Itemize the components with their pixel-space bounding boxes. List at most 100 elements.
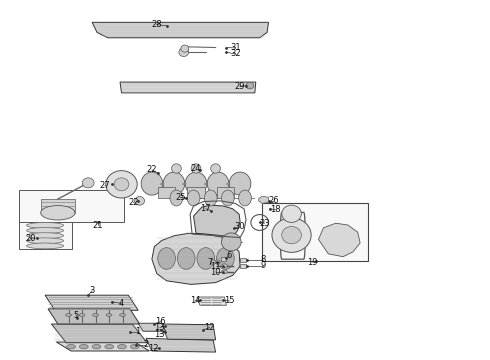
Polygon shape <box>48 309 140 324</box>
Text: 27: 27 <box>99 181 110 190</box>
Polygon shape <box>197 297 226 305</box>
Ellipse shape <box>79 314 85 316</box>
Text: 7: 7 <box>207 258 212 266</box>
Ellipse shape <box>221 190 234 206</box>
Text: 13: 13 <box>154 330 165 338</box>
Ellipse shape <box>211 164 220 173</box>
Polygon shape <box>146 338 216 352</box>
Bar <box>220 257 226 261</box>
Ellipse shape <box>26 243 64 249</box>
Polygon shape <box>45 295 138 310</box>
Ellipse shape <box>135 197 145 205</box>
Ellipse shape <box>181 45 189 52</box>
Polygon shape <box>152 233 240 284</box>
Text: 6: 6 <box>227 251 232 260</box>
Ellipse shape <box>229 172 251 195</box>
Bar <box>262 203 368 261</box>
Ellipse shape <box>106 314 112 316</box>
Bar <box>240 264 246 268</box>
Ellipse shape <box>207 172 229 195</box>
Ellipse shape <box>177 248 195 269</box>
Ellipse shape <box>221 264 227 267</box>
Text: 13: 13 <box>154 323 165 332</box>
Text: 12: 12 <box>147 344 158 353</box>
Polygon shape <box>259 196 269 203</box>
Ellipse shape <box>197 248 215 269</box>
Ellipse shape <box>93 314 98 316</box>
Text: 31: 31 <box>230 43 241 52</box>
Ellipse shape <box>79 345 88 349</box>
Polygon shape <box>162 324 216 340</box>
Text: 24: 24 <box>191 164 201 173</box>
Text: 19: 19 <box>307 258 318 266</box>
Text: 8: 8 <box>261 256 266 264</box>
Ellipse shape <box>26 222 64 228</box>
Ellipse shape <box>204 190 217 206</box>
Ellipse shape <box>141 172 163 195</box>
Ellipse shape <box>105 345 114 349</box>
Ellipse shape <box>172 164 181 173</box>
Text: 22: 22 <box>147 165 157 174</box>
Text: 25: 25 <box>175 193 186 202</box>
Polygon shape <box>120 82 256 93</box>
Text: 3: 3 <box>90 287 95 295</box>
Text: 4: 4 <box>119 299 124 308</box>
Polygon shape <box>56 342 149 351</box>
Polygon shape <box>318 223 360 257</box>
Polygon shape <box>158 187 175 198</box>
Polygon shape <box>194 205 240 237</box>
Text: 20: 20 <box>25 234 36 243</box>
Ellipse shape <box>282 226 301 244</box>
Ellipse shape <box>272 218 311 252</box>
Ellipse shape <box>67 345 75 349</box>
Text: 10: 10 <box>210 268 221 276</box>
Text: 5: 5 <box>74 310 78 320</box>
Ellipse shape <box>92 345 101 349</box>
Ellipse shape <box>282 205 301 222</box>
Ellipse shape <box>130 345 139 349</box>
Ellipse shape <box>221 270 227 274</box>
Text: 1: 1 <box>136 328 141 336</box>
Text: 26: 26 <box>268 197 279 205</box>
Ellipse shape <box>215 260 220 264</box>
Text: 15: 15 <box>224 296 235 305</box>
Text: 12: 12 <box>204 323 215 332</box>
Ellipse shape <box>41 206 75 220</box>
Ellipse shape <box>106 171 137 198</box>
Ellipse shape <box>179 48 189 57</box>
Text: 18: 18 <box>270 205 281 214</box>
Ellipse shape <box>217 248 234 269</box>
Bar <box>19 222 72 249</box>
Text: 21: 21 <box>93 220 103 230</box>
Text: 11: 11 <box>210 262 221 271</box>
Polygon shape <box>187 187 205 198</box>
Ellipse shape <box>120 314 125 316</box>
Ellipse shape <box>26 238 64 244</box>
Text: 16: 16 <box>155 317 166 326</box>
Polygon shape <box>51 324 147 343</box>
Polygon shape <box>138 323 166 331</box>
Ellipse shape <box>26 233 64 238</box>
Text: 32: 32 <box>230 49 241 58</box>
Polygon shape <box>217 187 234 198</box>
Ellipse shape <box>114 178 129 191</box>
Ellipse shape <box>163 172 185 195</box>
Text: 30: 30 <box>234 222 245 231</box>
Ellipse shape <box>66 314 72 316</box>
Ellipse shape <box>118 345 126 349</box>
Text: 14: 14 <box>190 296 200 305</box>
Bar <box>19 190 124 222</box>
Ellipse shape <box>26 228 64 233</box>
Ellipse shape <box>191 164 201 173</box>
Polygon shape <box>41 199 75 213</box>
Ellipse shape <box>211 260 216 264</box>
Ellipse shape <box>185 172 207 195</box>
Bar <box>240 258 246 262</box>
Text: 29: 29 <box>235 82 245 91</box>
Text: 2: 2 <box>144 341 148 349</box>
Ellipse shape <box>158 248 175 269</box>
Ellipse shape <box>246 82 254 89</box>
Text: 17: 17 <box>200 204 211 213</box>
Ellipse shape <box>239 190 251 206</box>
Ellipse shape <box>170 190 183 206</box>
